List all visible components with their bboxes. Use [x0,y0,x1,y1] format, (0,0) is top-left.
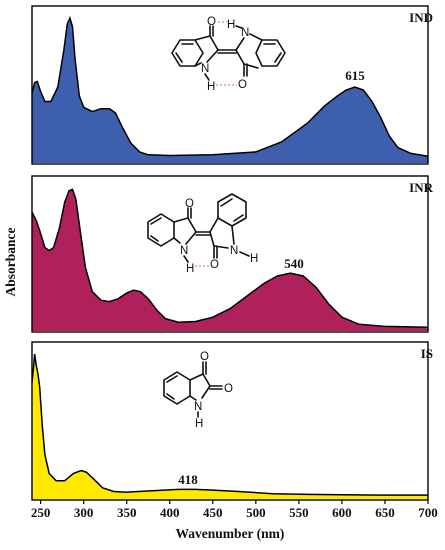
x-tick-label-300: 300 [74,505,94,520]
x-tick-label-500: 500 [246,505,266,520]
svg-text:H: H [227,19,235,31]
svg-text:O: O [185,198,194,210]
spectrum-line-is [31,353,428,496]
svg-text:H: H [207,81,215,93]
peak-label-418: 418 [178,472,198,487]
spectrum-line-inr [31,188,429,328]
svg-text:N: N [241,27,249,39]
x-tick-label-250: 250 [31,505,51,520]
svg-text:H: H [186,263,194,275]
panel-frame-is [31,341,429,501]
x-axis-label: Wavenumber (nm) [176,526,285,541]
svg-text:O: O [238,79,247,91]
panel-tag-inr: INR [409,180,433,195]
x-tick-label-700: 700 [418,505,438,520]
svg-text:N: N [230,245,238,257]
x-tick-label-350: 350 [117,505,137,520]
panel-inr: INR 540 [31,175,434,333]
spectrum-area-ind [32,18,428,163]
panel-is: IS 418 [31,341,433,501]
svg-text:O: O [200,351,209,363]
isatin-structure: O O N H [163,351,233,430]
panel-ind: IND 615 [31,5,433,165]
x-tick-label-400: 400 [160,505,180,520]
svg-text:N: N [180,245,188,257]
x-tick-label-650: 650 [375,505,395,520]
svg-text:H: H [195,418,203,430]
x-tick-label-450: 450 [203,505,223,520]
indigo-structure: O N H O N H [171,16,286,93]
svg-text:O: O [210,259,219,271]
panel-frame-inr [31,175,429,333]
svg-text:H: H [250,253,258,265]
y-axis-label: Absorbance [3,227,18,296]
svg-text:N: N [201,63,209,75]
x-tick-label-550: 550 [289,505,309,520]
spectrum-line-ind [31,15,429,157]
peak-label-615: 615 [345,68,365,83]
indirubin-structure: O N H O N H [147,193,258,275]
panel-tag-ind: IND [409,10,433,25]
svg-text:O: O [224,383,233,395]
svg-text:O: O [207,16,216,28]
panel-tag-is: IS [421,346,433,361]
spectrum-area-is [32,354,428,499]
peak-label-540: 540 [284,256,304,271]
panel-frame-ind [31,5,429,165]
spectrum-area-inr [32,189,428,331]
svg-text:N: N [194,401,202,413]
x-tick-label-600: 600 [332,505,352,520]
x-axis-ticks: 250 300 350 400 450 500 550 600 650 700 [31,500,438,520]
